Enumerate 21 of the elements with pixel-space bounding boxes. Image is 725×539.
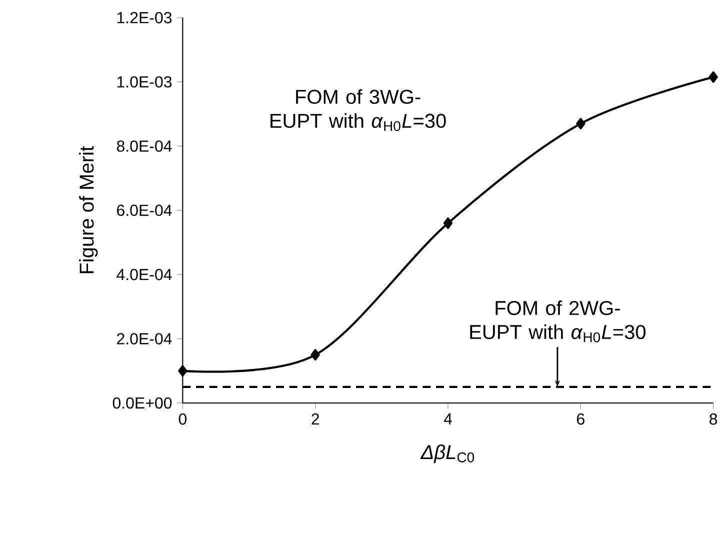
y-tick-label: 1.2E-03 <box>117 12 172 24</box>
y-axis-title: Figure of Merit <box>79 146 98 274</box>
y-tick-label: 0.0E+00 <box>112 397 172 409</box>
x-tick-label: 4 <box>444 413 452 424</box>
ref-line-label: FOM of 2WG-EUPT with α$_{H0}$L=30 <box>470 300 646 342</box>
y-tick-label: 4.0E-04 <box>116 268 172 280</box>
x-tick-label: 8 <box>710 413 718 425</box>
y-tick-label: 6.0E-04 <box>117 204 172 216</box>
annotation: FOM of 3WG-EUPT with α$_{H0}$L=30 <box>270 89 446 132</box>
point <box>708 71 718 83</box>
point <box>310 349 320 361</box>
x-axis-title: ΔβL$_{C0}$ <box>420 444 474 464</box>
x-tick-label: 0 <box>178 413 187 425</box>
point <box>178 365 188 377</box>
x-tick-label: 6 <box>577 413 584 425</box>
y-tick-label: 2.0E-04 <box>117 333 172 344</box>
point <box>576 118 586 130</box>
y-tick-label: 1.0E-03 <box>117 76 172 88</box>
y-tick-label: 8.0E-04 <box>116 140 172 152</box>
point <box>443 217 453 229</box>
x-tick-label: 2 <box>312 413 319 425</box>
